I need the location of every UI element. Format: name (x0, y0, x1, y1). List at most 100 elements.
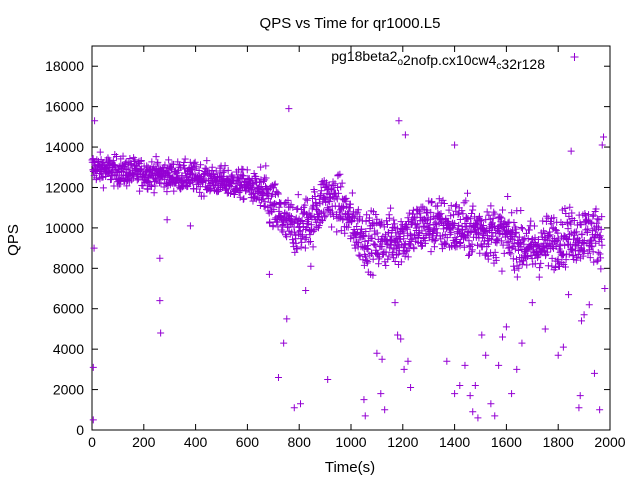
data-point (324, 205, 332, 213)
data-point (363, 211, 371, 219)
data-point (443, 234, 451, 242)
data-point (370, 240, 378, 248)
data-point (391, 258, 399, 266)
legend-marker (570, 53, 579, 61)
data-point (447, 202, 455, 210)
data-point (382, 248, 390, 256)
data-point (510, 219, 518, 227)
data-point (401, 131, 409, 139)
data-point (290, 404, 298, 412)
data-point (462, 233, 470, 241)
data-point (351, 244, 359, 252)
data-point (274, 190, 282, 198)
data-point (390, 216, 398, 224)
data-point (257, 163, 265, 171)
data-point (89, 363, 97, 371)
data-point (552, 264, 560, 272)
data-point (447, 228, 455, 236)
data-point (107, 167, 115, 175)
data-point (143, 185, 151, 193)
data-point (596, 406, 604, 414)
data-point (381, 406, 389, 414)
data-point (280, 339, 288, 347)
data-point (562, 209, 570, 217)
data-point (365, 214, 373, 222)
data-point (329, 182, 337, 190)
data-point (92, 166, 100, 174)
data-point (336, 170, 344, 178)
data-point (328, 223, 336, 231)
data-point (499, 206, 507, 214)
data-point (423, 219, 431, 227)
data-point (384, 255, 392, 263)
data-point (334, 171, 342, 179)
data-point (597, 265, 605, 273)
data-point (130, 171, 138, 179)
data-point (340, 203, 348, 211)
data-point (377, 220, 385, 228)
data-point (296, 227, 304, 235)
data-point (463, 232, 471, 240)
data-point (433, 229, 441, 237)
data-point (596, 232, 604, 240)
data-point (542, 243, 550, 251)
data-point (486, 215, 494, 223)
x-axis-label: Time(s) (325, 459, 375, 476)
data-point (511, 266, 519, 274)
legend-text-part: 32r128 (501, 56, 545, 72)
data-point (487, 202, 495, 210)
data-point (581, 212, 589, 220)
data-point (292, 239, 300, 247)
data-point (447, 212, 455, 220)
x-tick-label: 800 (288, 434, 312, 450)
data-point (387, 204, 395, 212)
data-point (258, 196, 266, 204)
data-point (360, 231, 368, 239)
data-point (377, 390, 385, 398)
data-point (597, 235, 605, 243)
data-point (334, 189, 342, 197)
data-point (165, 171, 173, 179)
data-point (262, 174, 270, 182)
data-point (96, 148, 104, 156)
data-point (301, 201, 309, 209)
data-point (562, 263, 570, 271)
legend-subscript: o (397, 57, 403, 68)
data-point (586, 237, 594, 245)
data-point (137, 156, 145, 164)
data-point (280, 200, 288, 208)
data-point (565, 291, 573, 299)
data-point (476, 249, 484, 257)
data-point (502, 323, 510, 331)
data-point (587, 218, 595, 226)
y-tick-label: 12000 (45, 179, 84, 195)
data-point (498, 214, 506, 222)
data-point (418, 227, 426, 235)
y-tick-label: 10000 (45, 220, 84, 236)
data-point (430, 243, 438, 251)
y-tick-label: 16000 (45, 99, 84, 115)
x-tick-label: 0 (88, 434, 96, 450)
data-point (593, 257, 601, 265)
data-point (368, 235, 376, 243)
x-tick-label: 600 (236, 434, 260, 450)
legend: pg18beta2o2nofp.cx10cw4c32r128 (331, 48, 579, 72)
data-point (465, 242, 473, 250)
data-point (577, 244, 585, 252)
data-point (573, 228, 581, 236)
data-point (326, 198, 334, 206)
data-point (373, 229, 381, 237)
data-point (520, 240, 528, 248)
data-point (546, 231, 554, 239)
data-point (587, 243, 595, 251)
data-point (208, 163, 216, 171)
data-point (479, 222, 487, 230)
data-point (348, 189, 356, 197)
data-point (134, 175, 142, 183)
data-point (328, 208, 336, 216)
data-point (203, 157, 211, 165)
data-point (523, 261, 531, 269)
data-point (487, 400, 495, 408)
data-point (530, 222, 538, 230)
data-point (443, 357, 451, 365)
